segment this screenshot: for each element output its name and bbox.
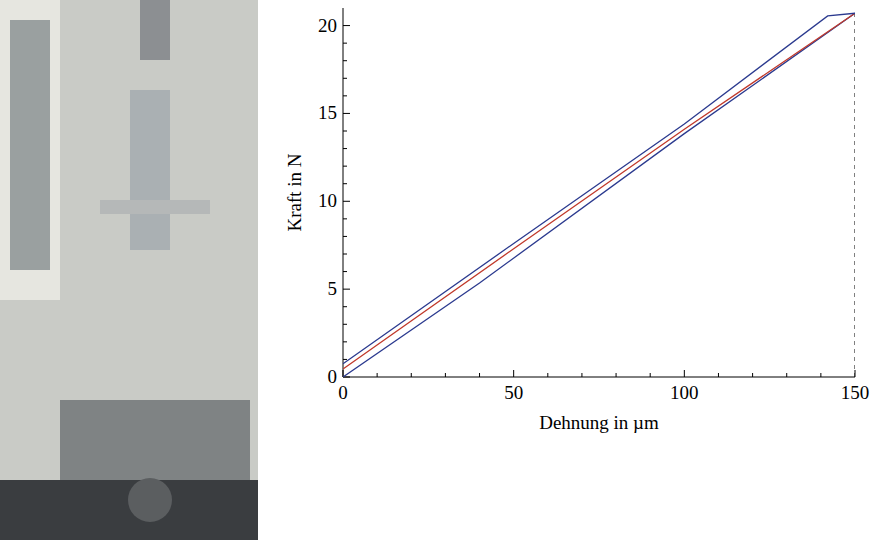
y-tick bbox=[343, 113, 350, 114]
x-minor-tick bbox=[547, 373, 548, 377]
y-tick-label: 10 bbox=[318, 190, 337, 211]
x-minor-tick bbox=[650, 373, 651, 377]
y-tick-label: 15 bbox=[318, 102, 337, 123]
x-minor-tick bbox=[616, 373, 617, 377]
y-minor-tick bbox=[343, 43, 347, 44]
x-axis-title: Dehnung in µm bbox=[539, 412, 659, 433]
x-minor-tick bbox=[820, 373, 821, 377]
y-minor-tick bbox=[343, 95, 347, 96]
y-minor-tick bbox=[343, 359, 347, 360]
photo-knob bbox=[128, 478, 172, 522]
x-tick-label: 100 bbox=[670, 382, 699, 403]
photo-base bbox=[0, 480, 258, 540]
photo-bracket bbox=[100, 200, 210, 214]
x-minor-tick bbox=[411, 373, 412, 377]
y-tick-label: 20 bbox=[318, 15, 337, 36]
photo-background bbox=[0, 0, 258, 540]
y-minor-tick bbox=[343, 60, 347, 61]
x-minor-tick bbox=[479, 373, 480, 377]
chart-svg: 0 50 100 150 0 5 10 15 20 Dehnung in µm Kraft in N bbox=[0, 0, 879, 540]
y-minor-tick bbox=[343, 78, 347, 79]
x-minor-tick bbox=[581, 373, 582, 377]
x-minor-tick bbox=[377, 373, 378, 377]
y-minor-tick bbox=[343, 306, 347, 307]
y-minor-tick bbox=[343, 148, 347, 149]
page: {"chart_data": {"type": "line", "xlabel"… bbox=[0, 0, 879, 540]
y-tick-label: 0 bbox=[328, 366, 338, 387]
photo-load-cell bbox=[140, 0, 170, 60]
y-minor-tick bbox=[343, 131, 347, 132]
y-minor-tick bbox=[343, 271, 347, 272]
y-minor-tick bbox=[343, 183, 347, 184]
plot-area bbox=[343, 13, 855, 377]
photo-window bbox=[10, 20, 50, 270]
y-tick bbox=[343, 25, 350, 26]
x-tick bbox=[343, 370, 344, 377]
y-tick bbox=[343, 201, 350, 202]
photo-cabinet bbox=[0, 0, 60, 300]
y-minor-tick bbox=[343, 236, 347, 237]
x-tick bbox=[513, 370, 514, 377]
y-minor-tick bbox=[343, 254, 347, 255]
x-tick-label: 150 bbox=[841, 382, 870, 403]
photo-column bbox=[130, 90, 170, 250]
y-axis bbox=[343, 8, 344, 377]
y-minor-tick bbox=[343, 341, 347, 342]
series-line bbox=[343, 13, 855, 377]
photo bbox=[0, 0, 258, 540]
y-axis-title: Kraft in N bbox=[284, 153, 305, 231]
y-tick-label: 5 bbox=[328, 278, 338, 299]
y-minor-tick bbox=[343, 218, 347, 219]
y-tick bbox=[343, 289, 350, 290]
x-tick-label: 50 bbox=[504, 382, 523, 403]
y-minor-tick bbox=[343, 324, 347, 325]
x-minor-tick bbox=[786, 373, 787, 377]
x-minor-tick bbox=[752, 373, 753, 377]
series-line bbox=[343, 13, 855, 364]
y-minor-tick bbox=[343, 166, 347, 167]
series-line bbox=[343, 13, 855, 369]
x-tick bbox=[684, 370, 685, 377]
x-minor-tick bbox=[445, 373, 446, 377]
x-axis bbox=[343, 377, 855, 378]
photo-clamp bbox=[60, 400, 250, 480]
x-minor-tick bbox=[718, 373, 719, 377]
reference-line bbox=[855, 13, 856, 377]
x-tick-label: 0 bbox=[338, 382, 348, 403]
